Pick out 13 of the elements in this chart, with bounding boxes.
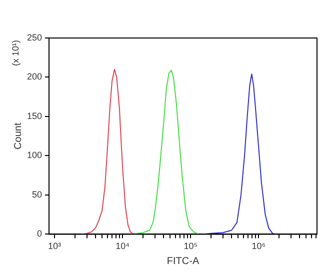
y-tick-label: 200 [26, 72, 42, 82]
x-tick-label: 10⁴ [116, 241, 130, 252]
x-tick-label: 10⁵ [184, 241, 198, 252]
y-tick-label: 250 [26, 32, 42, 42]
x-tick-label: 10⁶ [252, 241, 266, 252]
y-tick-label: 50 [32, 189, 42, 200]
y-tick-label: 100 [26, 150, 42, 160]
y-tick-label: 0 [37, 228, 42, 239]
x-tick-label: 10³ [48, 241, 62, 252]
y-axis-title: Count [12, 122, 24, 150]
y-tick-label: 150 [26, 110, 42, 121]
x-axis-title: FITC-A [166, 256, 200, 267]
text: (x 10¹) [10, 40, 20, 66]
